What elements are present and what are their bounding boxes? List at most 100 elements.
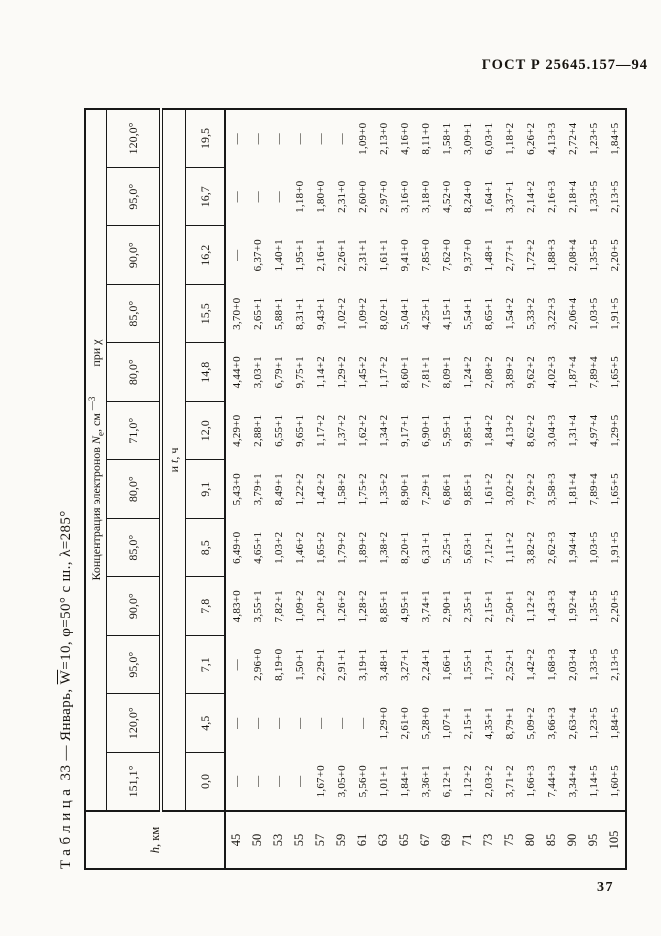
concentration-cell: 2,06+4 — [566, 297, 579, 330]
concentration-cell: 2,24+1 — [419, 648, 432, 681]
concentration-cell: 1,29+0 — [377, 707, 390, 740]
concentration-cell: 2,26+1 — [335, 239, 348, 272]
concentration-cell: 1,72+2 — [524, 239, 537, 272]
concentration-cell: 1,50+1 — [293, 648, 306, 681]
document-standard-header: ГОСТ Р 25645.157—94 — [481, 57, 648, 73]
table-row: 67 3,36+1 5,28+0 2,24+1 3,74+1 6,31+1 7,29+1 6,… — [415, 109, 436, 869]
concentration-cell: 4,15+1 — [440, 297, 453, 330]
concentration-cell: 6,31+1 — [419, 531, 432, 564]
concentration-cell: 3,22+3 — [545, 297, 558, 330]
concentration-cell: 4,02+3 — [545, 356, 558, 389]
concentration-cell: 7,12+1 — [482, 531, 495, 564]
concentration-cell: — — [251, 717, 264, 729]
t-value-cell: 4,5 — [185, 694, 225, 753]
chi-value-cell: 120,0° — [106, 109, 161, 168]
concentration-cell: 3,48+1 — [377, 648, 390, 681]
chi-value-cell: 120,0° — [106, 694, 161, 753]
altitude-cell: 45 — [225, 811, 247, 869]
concentration-cell: 1,55+1 — [461, 648, 474, 681]
t-value-cell: 16,2 — [185, 226, 225, 285]
concentration-cell: 4,35+1 — [482, 707, 495, 740]
concentration-cell: 1,28+2 — [356, 590, 369, 623]
concentration-cell: 1,37+2 — [335, 414, 348, 447]
concentration-cell: 4,13+3 — [545, 122, 558, 155]
concentration-cell: 2,20+5 — [608, 239, 621, 272]
chi-value-cell: 151,1° — [106, 752, 161, 811]
concentration-cell: 9,41+0 — [398, 239, 411, 272]
table-row: 61 5,56+0 — 3,19+1 1,28+2 1,89+2 1,75+2 1,62+2 1… — [352, 109, 373, 869]
t-header-row: 0,0 4,5 7,1 7,8 8,5 9,1 12,0 14,8 15,5 16,2 16,7 19… — [185, 109, 225, 869]
concentration-cell: 1,65+5 — [608, 473, 621, 506]
concentration-cell: 3,02+2 — [503, 473, 516, 506]
concentration-cell: — — [272, 133, 285, 145]
concentration-cell: 1,35+5 — [587, 239, 600, 272]
concentration-cell: 1,89+2 — [356, 531, 369, 564]
concentration-cell: 8,90+1 — [398, 473, 411, 506]
concentration-cell: 3,70+0 — [230, 297, 243, 330]
concentration-cell: 1,84+1 — [398, 765, 411, 798]
concentration-cell: 8,31+1 — [293, 297, 306, 330]
concentration-cell: 5,63+1 — [461, 531, 474, 564]
table-row: 95 1,14+5 1,23+5 1,33+5 1,35+5 1,03+5 7,89+4 4,… — [583, 109, 604, 869]
concentration-cell: 1,92+4 — [566, 590, 579, 623]
chi-header-row: 151,1° 120,0° 95,0° 90,0° 85,0° 80,0° 71,0° 80,… — [106, 109, 161, 869]
concentration-cell: 7,92+2 — [524, 473, 537, 506]
units-exponent: —3 — [86, 396, 97, 411]
altitude-cell: 73 — [478, 811, 499, 869]
concentration-cell: 4,95+1 — [398, 590, 411, 623]
concentration-cell: 2,90+1 — [440, 590, 453, 623]
t-value-cell: 9,1 — [185, 460, 225, 519]
concentration-cell: 1,60+5 — [608, 765, 621, 798]
t-value-cell: 7,1 — [185, 635, 225, 694]
electron-concentration-table: h, км Концентрация электронов Nе, см —3 п… — [84, 108, 627, 870]
concentration-cell: 1,73+1 — [482, 648, 495, 681]
concentration-cell: 2,20+5 — [608, 590, 621, 623]
concentration-cell: 1,66+3 — [524, 765, 537, 798]
table-row: 50 — — 2,96+0 3,55+1 4,65+1 3,79+1 2,88+1 3,03+1… — [247, 109, 268, 869]
concentration-cell: 1,22+2 — [293, 473, 306, 506]
concentration-cell: 1,35+2 — [377, 473, 390, 506]
concentration-cell: 5,33+2 — [524, 297, 537, 330]
concentration-cell: 2,13+5 — [608, 648, 621, 681]
h-symbol: h — [147, 847, 162, 854]
concentration-cell: 2,62+3 — [545, 531, 558, 564]
concentration-cell: 2,72+4 — [566, 122, 579, 155]
concentration-cell: 9,65+1 — [293, 414, 306, 447]
concentration-cell: 3,79+1 — [251, 473, 264, 506]
concentration-cell: 1,46+2 — [293, 531, 306, 564]
concentration-cell: 1,09+0 — [356, 122, 369, 155]
concentration-cell: 9,43+1 — [314, 297, 327, 330]
t-value-cell: 14,8 — [185, 343, 225, 402]
chi-value-cell: 95,0° — [106, 167, 161, 226]
concentration-cell: 6,12+1 — [440, 765, 453, 798]
concentration-cell: 1,84+5 — [608, 122, 621, 155]
concentration-cell: 1,62+2 — [356, 414, 369, 447]
concentration-cell: — — [335, 717, 348, 729]
concentration-cell: 9,62+2 — [524, 356, 537, 389]
concentration-cell: 2,13+0 — [377, 122, 390, 155]
concentration-cell: 1,40+1 — [272, 239, 285, 272]
group-header-text: Концентрация электронов — [88, 444, 103, 581]
table-title-params: =10, φ=50° с ш., λ=285° — [58, 510, 74, 670]
concentration-cell: 5,88+1 — [272, 297, 285, 330]
concentration-cell: 1,17+2 — [314, 414, 327, 447]
concentration-cell: 2,03+4 — [566, 648, 579, 681]
altitude-cell: 61 — [352, 811, 373, 869]
concentration-cell: 1,61+2 — [482, 473, 495, 506]
concentration-cell: 1,61+1 — [377, 239, 390, 272]
concentration-cell: 5,04+1 — [398, 297, 411, 330]
concentration-cell: 3,27+1 — [398, 648, 411, 681]
concentration-cell: 3,16+0 — [398, 180, 411, 213]
concentration-cell: 1,20+2 — [314, 590, 327, 623]
concentration-cell: 1,42+2 — [524, 648, 537, 681]
concentration-cell: 1,14+2 — [314, 356, 327, 389]
sub-header-row: и t, ч — [161, 109, 186, 869]
table-body: 45 — — — 4,83+0 6,49+0 5,43+0 4,29+0 4,44+0 3,70+… — [225, 109, 626, 869]
concentration-cell: 1,03+2 — [272, 531, 285, 564]
concentration-cell: 8,62+2 — [524, 414, 537, 447]
concentration-cell: 2,15+1 — [461, 707, 474, 740]
t-value-cell: 7,8 — [185, 577, 225, 636]
concentration-cell: 3,04+3 — [545, 414, 558, 447]
concentration-cell: 9,75+1 — [293, 356, 306, 389]
altitude-cell: 90 — [562, 811, 583, 869]
